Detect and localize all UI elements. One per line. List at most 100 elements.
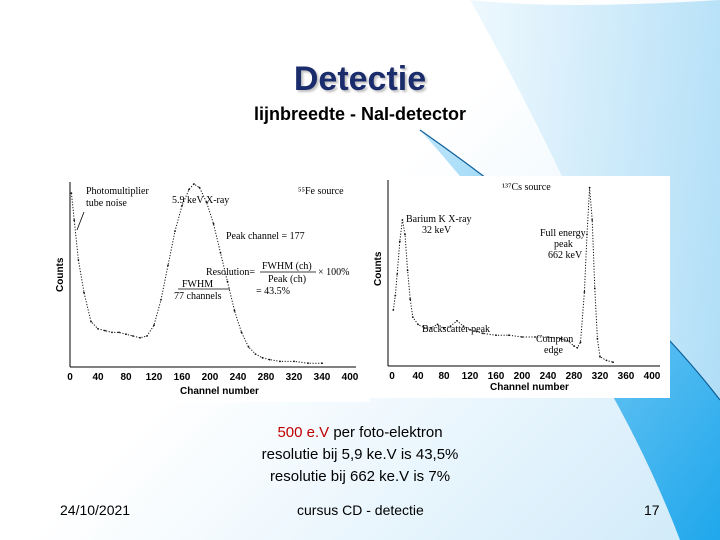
noise-arrow	[76, 211, 85, 231]
data-point	[70, 192, 73, 194]
times-label: × 100%	[318, 267, 349, 278]
resolution-label: Resolution=	[206, 267, 255, 278]
x-tick-label: 160	[174, 372, 191, 383]
x-tick-label: 40	[412, 371, 424, 382]
barium-label-1: Barium K X-ray	[406, 214, 472, 225]
data-point	[495, 334, 497, 337]
body-line-1: 500 e.V per foto-elektron	[0, 422, 720, 444]
noise-label-2: tube noise	[86, 198, 127, 209]
body-line-1-highlight: 500 e.V	[277, 424, 330, 441]
data-point	[160, 298, 162, 301]
y-axis-title: Counts	[373, 251, 384, 286]
data-point	[247, 346, 250, 348]
x-tick-label: 280	[566, 371, 583, 382]
data-point	[233, 309, 236, 312]
data-point	[449, 325, 452, 328]
data-point	[534, 336, 536, 338]
data-point	[104, 329, 106, 332]
source-label: ⁵⁵Fe source	[298, 186, 344, 197]
data-point	[404, 233, 406, 236]
x-tick-label: 320	[286, 372, 303, 383]
data-point	[469, 328, 471, 331]
data-point	[482, 332, 484, 335]
footer-center: cursus CD - detectie	[297, 502, 424, 518]
x-tick-label: 400	[644, 371, 661, 382]
data-point	[401, 219, 404, 221]
data-point	[417, 323, 419, 326]
x-tick-label: 200	[514, 371, 531, 382]
fe55-series	[70, 183, 323, 365]
equals-label: = 43.5%	[256, 286, 290, 297]
footer-date: 24/10/2021	[60, 502, 131, 518]
data-point	[226, 280, 229, 283]
data-point	[83, 291, 85, 294]
slide-subtitle: lijnbreedte - NaI-detector	[253, 104, 467, 124]
x-tick-label: 120	[146, 372, 163, 383]
data-point	[153, 324, 155, 327]
fe55-spectrum-panel: 0 40 80 120 160 200 240 280 320 340 400 ⁵⁵Fe sourc…	[50, 172, 370, 402]
x-tick-label: 80	[120, 372, 132, 383]
data-point	[411, 316, 414, 319]
full-energy-label-2: peak	[554, 239, 573, 250]
peak-channel-label: Peak channel = 177	[226, 231, 305, 242]
data-point	[167, 264, 169, 267]
data-point	[475, 330, 478, 333]
x-tick-label: 400	[342, 372, 359, 383]
data-point	[566, 339, 569, 342]
data-point	[508, 334, 510, 337]
data-point	[90, 320, 92, 323]
full-energy-label-3: 662 keV	[548, 250, 583, 261]
data-point	[521, 336, 523, 338]
data-point	[596, 337, 599, 340]
x-tick-label: 120	[462, 371, 479, 382]
x-tick-label: 160	[488, 371, 505, 382]
data-point	[132, 335, 134, 337]
data-point	[193, 183, 195, 185]
data-point	[396, 273, 399, 275]
x-tick-label: 320	[592, 371, 609, 382]
source-label: ¹³⁷Cs source	[502, 182, 551, 193]
x-tick-label: 360	[618, 371, 635, 382]
series-line	[70, 183, 322, 364]
x-tick-label: 240	[230, 372, 247, 383]
data-point	[409, 298, 412, 301]
data-point	[212, 222, 215, 225]
data-point	[307, 362, 309, 365]
fe55-x-ticks: 0 40 80 120 160 200 240 280 320 340 400	[67, 372, 359, 383]
cs137-spectrum-panel: 0 40 80 120 160 200 240 280 320 360 400 ¹³⁷Cs sour…	[370, 176, 670, 398]
cs137-series	[392, 186, 614, 364]
y-axis-title: Counts	[55, 257, 66, 292]
backscatter-label: Backscatter peak	[422, 324, 490, 335]
data-point	[198, 186, 201, 189]
data-point	[462, 325, 465, 328]
data-point	[398, 240, 401, 243]
data-point	[430, 327, 432, 329]
data-point	[392, 309, 395, 311]
data-point	[293, 360, 295, 363]
x-tick-label: 240	[540, 371, 557, 382]
data-point	[139, 336, 141, 339]
x-tick-label: 0	[67, 372, 73, 383]
body-text: 500 e.V per foto-elektron resolutie bij …	[0, 422, 720, 488]
data-point	[579, 341, 582, 344]
x-tick-label: 280	[258, 372, 275, 383]
x-tick-label: 80	[438, 371, 450, 382]
data-point	[560, 337, 562, 340]
x-tick-label: 40	[92, 372, 104, 383]
data-point	[73, 219, 76, 222]
data-point	[436, 323, 439, 326]
data-point	[321, 362, 323, 365]
data-point	[77, 259, 80, 261]
x-tick-label: 0	[389, 371, 395, 382]
data-point	[423, 327, 426, 329]
body-line-2: resolutie bij 5,9 ke.V is 43,5%	[261, 446, 459, 463]
data-point	[599, 355, 601, 358]
data-point	[118, 331, 120, 334]
body-line-3: resolutie bij 662 ke.V is 7%	[269, 468, 451, 485]
compton-label-2: edge	[544, 345, 563, 356]
xray-label: 5.9 keV X-ray	[172, 195, 229, 206]
data-point	[97, 327, 99, 330]
data-point	[588, 186, 591, 189]
x-axis-title: Channel number	[490, 382, 569, 393]
body-line-1-rest: per foto-elektron	[329, 424, 443, 441]
